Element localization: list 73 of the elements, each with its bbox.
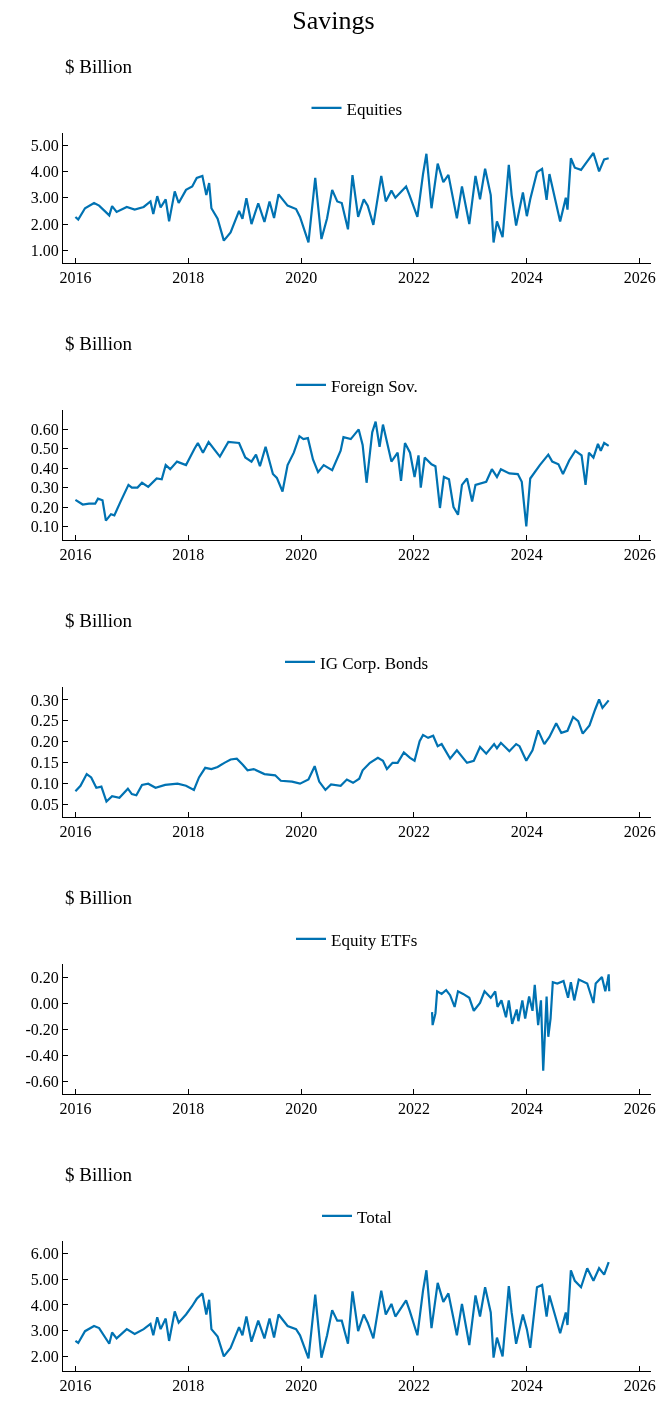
y-tick-label: 0.10 [30, 774, 59, 792]
legend-label: Equity ETFs [331, 930, 418, 950]
x-tick-label: 2024 [510, 1100, 543, 1118]
y-axis-title: $ Billion [65, 333, 133, 354]
line-series [74, 420, 610, 528]
x-tick-label: 2018 [172, 1377, 205, 1395]
legend-label: IG Corp. Bonds [320, 653, 429, 673]
y-tick-label: 6.00 [30, 1245, 59, 1263]
x-tick-label: 2016 [59, 546, 92, 564]
y-tick-label: -0.40 [25, 1046, 59, 1064]
x-tick-label: 2022 [397, 546, 430, 564]
x-tick-label: 2020 [285, 546, 318, 564]
x-tick-label: 2018 [172, 269, 205, 287]
line-series [74, 698, 610, 803]
y-tick-label: 2.00 [30, 215, 59, 233]
legend-label: Total [357, 1207, 392, 1227]
x-tick-label: 2026 [623, 823, 656, 841]
y-tick-label: 5.00 [30, 1270, 59, 1288]
y-axis-title: $ Billion [65, 56, 133, 77]
x-tick-label: 2022 [397, 269, 430, 287]
x-tick-label: 2016 [59, 823, 92, 841]
y-tick-label: 0.20 [30, 733, 59, 751]
line-series [430, 973, 611, 1072]
chart-title: Savings [292, 6, 375, 36]
y-tick-label: 0.30 [30, 479, 59, 497]
y-tick-label: -0.60 [25, 1072, 59, 1090]
y-tick-label: 0.15 [30, 754, 59, 772]
x-tick-label: 2020 [285, 823, 318, 841]
x-tick-label: 2016 [59, 1377, 92, 1395]
legend-label: Foreign Sov. [331, 376, 418, 396]
y-tick-label: 3.00 [30, 189, 59, 207]
y-axis-title: $ Billion [65, 1164, 133, 1185]
line-series [74, 151, 610, 244]
line-series [74, 1260, 610, 1360]
y-axis-title: $ Billion [65, 610, 133, 631]
y-tick-label: 4.00 [30, 1296, 59, 1314]
y-tick-label: 0.40 [30, 459, 59, 477]
x-tick-label: 2024 [510, 269, 543, 287]
x-tick-label: 2024 [510, 823, 543, 841]
x-tick-label: 2026 [623, 269, 656, 287]
x-tick-label: 2026 [623, 1100, 656, 1118]
x-tick-label: 2024 [510, 1377, 543, 1395]
y-tick-label: 0.20 [30, 498, 59, 516]
x-tick-label: 2020 [285, 1100, 318, 1118]
y-tick-label: 4.00 [30, 163, 59, 181]
x-tick-label: 2018 [172, 823, 205, 841]
y-tick-label: 2.00 [30, 1347, 59, 1365]
x-tick-label: 2024 [510, 546, 543, 564]
x-tick-label: 2026 [623, 1377, 656, 1395]
x-tick-label: 2022 [397, 1100, 430, 1118]
x-tick-label: 2022 [397, 1377, 430, 1395]
y-tick-label: 0.25 [30, 712, 59, 730]
x-tick-label: 2016 [59, 269, 92, 287]
y-tick-label: 0.10 [30, 518, 59, 536]
x-tick-label: 2018 [172, 546, 205, 564]
y-tick-label: 1.00 [30, 241, 59, 259]
y-tick-label: 0.30 [30, 691, 59, 709]
y-tick-label: 0.05 [30, 795, 59, 813]
y-tick-label: 0.00 [30, 994, 59, 1012]
x-tick-label: 2026 [623, 546, 656, 564]
y-tick-label: -0.20 [25, 1020, 59, 1038]
y-tick-label: 0.20 [30, 968, 59, 986]
x-tick-label: 2016 [59, 1100, 92, 1118]
legend-label: Equities [346, 99, 403, 119]
x-tick-label: 2020 [285, 1377, 318, 1395]
y-tick-label: 5.00 [30, 136, 59, 154]
x-tick-label: 2018 [172, 1100, 205, 1118]
x-tick-label: 2020 [285, 269, 318, 287]
y-axis-title: $ Billion [65, 887, 133, 908]
y-tick-label: 0.50 [30, 440, 59, 458]
y-tick-label: 3.00 [30, 1322, 59, 1340]
y-tick-label: 0.60 [30, 421, 59, 438]
x-tick-label: 2022 [397, 823, 430, 841]
